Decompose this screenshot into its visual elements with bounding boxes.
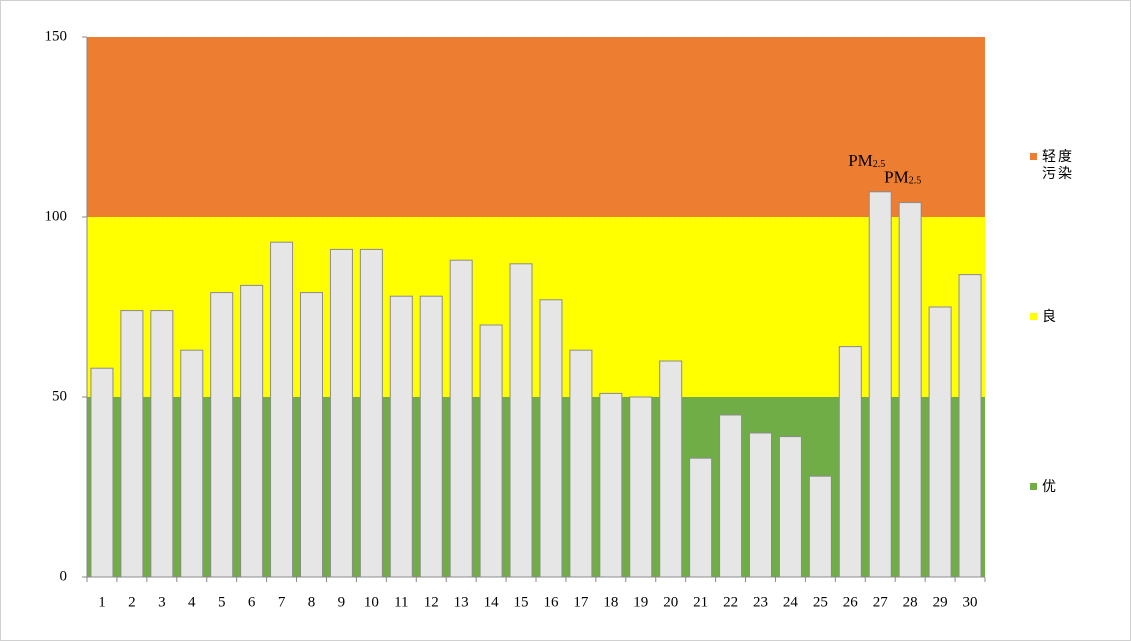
legend-entry: 轻度污染 [1030, 149, 1076, 183]
x-tick-label: 16 [543, 594, 559, 610]
bar [539, 299, 563, 578]
bar [958, 274, 982, 578]
legend-swatch [1030, 153, 1037, 160]
bar [599, 392, 623, 578]
legend-swatch [1030, 313, 1037, 320]
x-tick-label: 22 [723, 594, 738, 610]
y-tick-label: 50 [52, 388, 67, 404]
x-tick-label: 9 [338, 594, 346, 610]
x-tick-label: 26 [843, 594, 859, 610]
x-tick-label: 23 [753, 594, 768, 610]
bar [240, 284, 264, 578]
x-tick-label: 12 [424, 594, 439, 610]
bar [509, 263, 533, 578]
bar [449, 259, 473, 578]
bar [270, 241, 294, 578]
x-tick-label: 2 [128, 594, 136, 610]
annotation-subscript: 2.5 [873, 159, 886, 170]
x-tick-label: 27 [873, 594, 889, 610]
x-tick-label: 10 [364, 594, 379, 610]
x-tick-label: 8 [308, 594, 316, 610]
x-tick-label: 11 [394, 594, 408, 610]
bar [90, 367, 114, 578]
annotation: PM2.5 [848, 151, 885, 170]
bar [749, 432, 772, 578]
band [87, 37, 985, 217]
x-tick-label: 1 [98, 594, 106, 610]
bar [359, 248, 383, 578]
bar [928, 306, 952, 578]
bar [689, 457, 713, 578]
y-tick-label: 150 [45, 28, 68, 44]
x-tick-label: 5 [218, 594, 226, 610]
bar [569, 349, 593, 578]
bar [120, 310, 144, 578]
bar [629, 396, 653, 578]
x-tick-label: 3 [158, 594, 166, 610]
bar [719, 414, 743, 578]
x-tick-label: 18 [603, 594, 618, 610]
x-tick-label: 6 [248, 594, 256, 610]
bar [329, 248, 353, 578]
band [87, 397, 985, 577]
bar [150, 310, 174, 578]
bar [808, 475, 832, 578]
bar [778, 436, 802, 578]
x-tick-label: 7 [278, 594, 286, 610]
y-tick-label: 100 [45, 208, 68, 224]
x-tick-label: 28 [903, 594, 918, 610]
x-tick-label: 19 [633, 594, 648, 610]
y-tick-label: 0 [60, 568, 68, 584]
bar [868, 191, 892, 578]
annotation: PM2.5 [884, 168, 921, 187]
bar [180, 349, 204, 578]
bar [898, 202, 922, 578]
legend-entry: 优 [1030, 479, 1076, 496]
annotation-subscript: 2.5 [909, 176, 922, 187]
x-tick-label: 24 [783, 594, 799, 610]
bar [659, 360, 683, 578]
x-tick-label: 21 [693, 594, 708, 610]
annotation-text: PM [848, 151, 873, 170]
bar [210, 292, 234, 578]
bar [479, 324, 503, 578]
x-tick-label: 13 [454, 594, 469, 610]
x-tick-label: 29 [933, 594, 948, 610]
legend-entry: 良 [1030, 309, 1076, 326]
x-tick-label: 17 [573, 594, 589, 610]
legend-label: 优 [1042, 479, 1058, 495]
x-tick-label: 14 [484, 594, 500, 610]
bar [389, 295, 413, 578]
bar [300, 292, 323, 578]
annotation-text: PM [884, 168, 909, 187]
bar [419, 295, 443, 578]
legend-label: 轻度污染 [1042, 149, 1074, 182]
legend-label: 良 [1042, 309, 1058, 325]
x-tick-label: 15 [514, 594, 529, 610]
x-tick-label: 30 [963, 594, 978, 610]
bar [838, 346, 862, 578]
band [87, 217, 985, 397]
x-tick-label: 4 [188, 594, 196, 610]
x-tick-label: 20 [663, 594, 678, 610]
legend-swatch [1030, 483, 1037, 490]
x-tick-label: 25 [813, 594, 828, 610]
